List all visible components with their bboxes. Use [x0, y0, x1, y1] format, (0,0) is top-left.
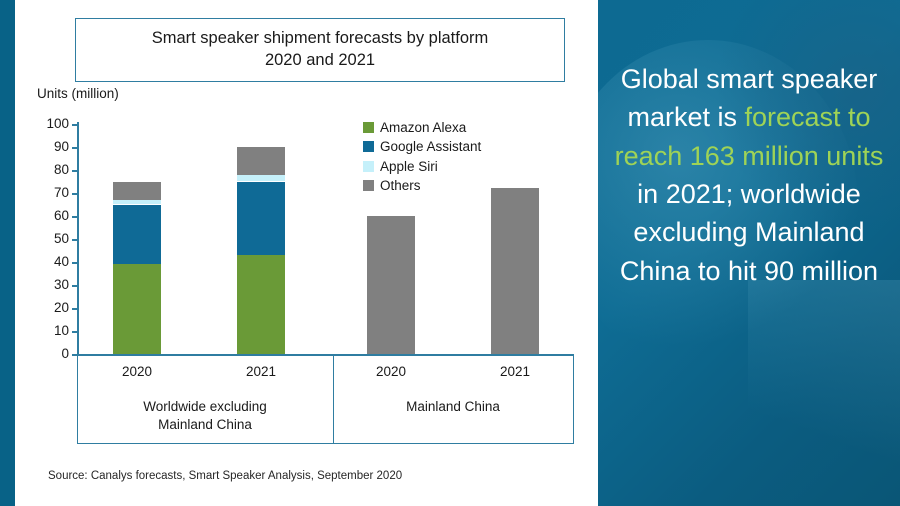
- bar-1[interactable]: [237, 0, 285, 506]
- y-tick-0: [72, 354, 77, 356]
- y-tick-80: [72, 170, 77, 172]
- legend-swatch-icon: [363, 180, 374, 191]
- y-tick-label-60: 60: [53, 208, 69, 223]
- plot-area: 0 10 20 30 40 50 60 70 80 90 100 2020 2021 2020 2021 W…: [15, 0, 598, 506]
- y-tick-label-100: 100: [46, 116, 69, 131]
- legend-item-0[interactable]: Amazon Alexa: [363, 119, 481, 135]
- bar-segment[interactable]: [113, 204, 161, 265]
- bar-segment[interactable]: [113, 264, 161, 354]
- y-tick-60: [72, 216, 77, 218]
- y-tick-label-0: 0: [61, 346, 69, 361]
- y-tick-40: [72, 262, 77, 264]
- y-tick-10: [72, 331, 77, 333]
- group-separator-mid: [333, 356, 335, 444]
- bar-segment[interactable]: [367, 216, 415, 354]
- bar-segment[interactable]: [237, 174, 285, 182]
- callout-part1: Global smart speaker market is: [620, 64, 878, 133]
- y-tick-20: [72, 308, 77, 310]
- callout-panel: Global smart speaker market is forecast …: [598, 0, 900, 506]
- y-axis-tick-labels: 0 10 20 30 40 50 60 70 80 90 100: [37, 0, 69, 506]
- y-tick-label-90: 90: [53, 139, 69, 154]
- category-group-label-1: Mainland China: [406, 399, 500, 414]
- category-year-label-3: 2021: [499, 364, 531, 379]
- y-tick-label-50: 50: [53, 231, 69, 246]
- bar-2[interactable]: [367, 0, 415, 506]
- callout-highlight: forecast to reach 163 million units: [614, 102, 884, 171]
- callout-text: Global smart speaker market is forecast …: [608, 60, 890, 290]
- y-tick-30: [72, 285, 77, 287]
- category-group-label-0: Worldwide excluding Mainland China: [143, 399, 267, 432]
- chart-title: Smart speaker shipment forecasts by plat…: [152, 28, 489, 72]
- y-tick-label-40: 40: [53, 254, 69, 269]
- bar-segment[interactable]: [491, 188, 539, 354]
- chart-title-box: Smart speaker shipment forecasts by plat…: [75, 18, 565, 82]
- legend-swatch-icon: [363, 141, 374, 152]
- legend-item-1[interactable]: Google Assistant: [363, 139, 481, 155]
- y-tick-label-30: 30: [53, 277, 69, 292]
- legend-label: Apple Siri: [380, 158, 438, 174]
- chart-panel: Smart speaker shipment forecasts by plat…: [15, 0, 598, 506]
- y-tick-70: [72, 193, 77, 195]
- chart-title-line2: 2020 and 2021: [264, 51, 376, 69]
- y-tick-label-20: 20: [53, 300, 69, 315]
- y-tick-label-80: 80: [53, 162, 69, 177]
- category-year-label-1: 2021: [245, 364, 277, 379]
- y-tick-50: [72, 239, 77, 241]
- left-accent-stripe: [0, 0, 15, 506]
- legend-swatch-icon: [363, 121, 374, 133]
- chart-legend: Amazon Alexa Google Assistant Apple Siri Ot…: [363, 119, 481, 197]
- legend-item-2[interactable]: Apple Siri: [363, 158, 481, 174]
- y-tick-label-70: 70: [53, 185, 69, 200]
- y-axis-units-label: Units (million): [37, 86, 119, 101]
- legend-label: Google Assistant: [380, 139, 482, 154]
- bar-3[interactable]: [491, 0, 539, 506]
- legend-swatch-icon: [363, 160, 374, 172]
- bar-segment[interactable]: [113, 181, 161, 200]
- bar-segment[interactable]: [237, 181, 285, 256]
- x-axis-line: [77, 354, 574, 356]
- legend-label: Others: [380, 178, 421, 193]
- category-year-label-0: 2020: [121, 364, 153, 379]
- y-axis-line: [77, 122, 79, 356]
- source-note: Source: Canalys forecasts, Smart Speaker…: [48, 470, 403, 482]
- group-separator-right: [573, 356, 575, 444]
- bar-segment[interactable]: [237, 147, 285, 175]
- bar-0[interactable]: [113, 0, 161, 506]
- group-separator-left: [77, 356, 79, 444]
- legend-item-3[interactable]: Others: [363, 178, 481, 194]
- chart-title-line1: Smart speaker shipment forecasts by plat…: [151, 29, 489, 48]
- callout-part2: in 2021; worldwide excluding Mainland Ch…: [619, 178, 879, 286]
- category-year-label-2: 2020: [375, 364, 407, 379]
- bar-segment[interactable]: [237, 255, 285, 354]
- group-separator-bottom: [77, 443, 574, 445]
- y-tick-label-10: 10: [53, 323, 69, 338]
- background-blob-3: [748, 280, 900, 506]
- y-tick-90: [72, 147, 77, 149]
- legend-label: Amazon Alexa: [380, 119, 467, 135]
- y-tick-100: [72, 124, 77, 126]
- bar-segment[interactable]: [113, 199, 161, 205]
